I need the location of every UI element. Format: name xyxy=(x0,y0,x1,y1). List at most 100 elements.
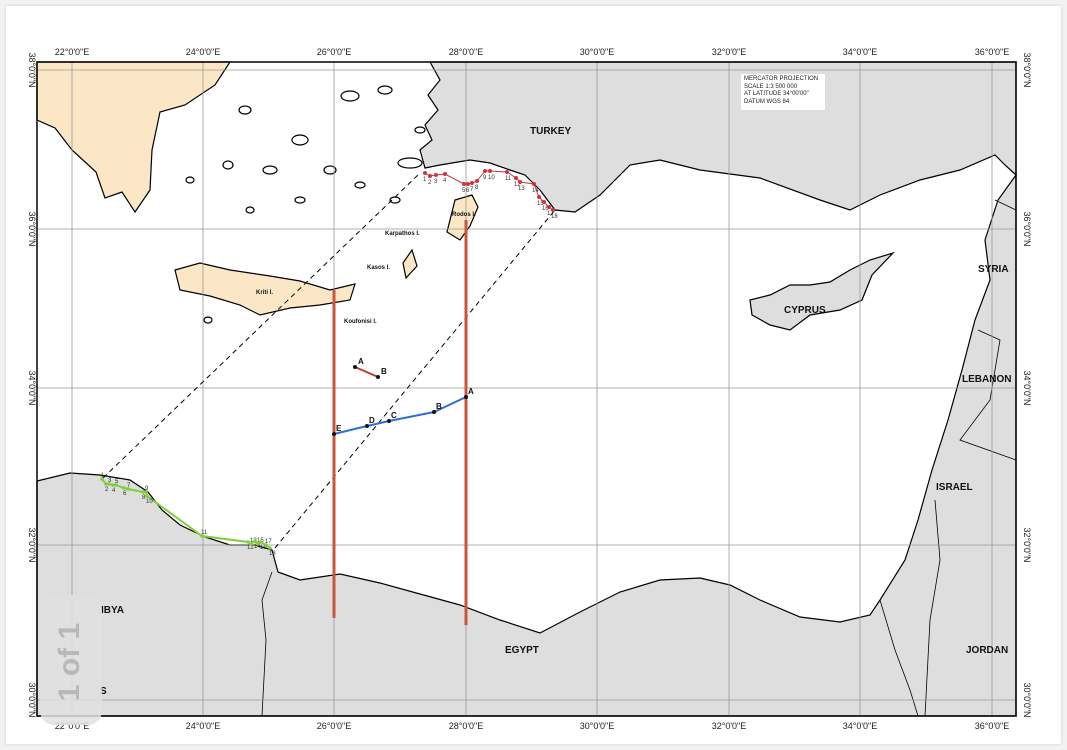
latitude-label-left: 38°0'0"N xyxy=(27,52,37,87)
libya-basepoint-label: 12 xyxy=(247,545,254,551)
turkey-basepoint-label: 9 xyxy=(483,175,487,181)
turkey-basepoint-label: 3 xyxy=(434,179,438,185)
turkey-basepoint xyxy=(475,179,479,183)
libya-basepoint xyxy=(256,542,260,546)
page-indicator: 1 of 1 xyxy=(40,595,102,725)
libya-basepoint xyxy=(104,482,108,486)
turkey-basepoint-label: 4 xyxy=(443,178,447,184)
latitude-label-left: 36°0'0"N xyxy=(27,211,37,246)
turkey-basepoint-label: 2 xyxy=(428,180,432,186)
turkey-basepoint xyxy=(434,173,438,177)
libya-basepoint xyxy=(200,534,204,538)
longitude-label-bottom: 36°0'0"E xyxy=(975,721,1010,731)
greece-mainland xyxy=(36,61,232,214)
libya-basepoint xyxy=(246,540,250,544)
turkey-basepoint xyxy=(443,172,447,176)
libya-basepoint-label: 7 xyxy=(127,483,131,489)
latitude-label-left: 30°0'0"N xyxy=(27,682,37,717)
turkey-basepoint xyxy=(551,208,555,212)
label-israel: ISRAEL xyxy=(936,482,973,493)
label-partial-s: S xyxy=(100,686,107,697)
border-libya-egypt xyxy=(261,571,273,717)
libya-basepoint-label: 17 xyxy=(265,539,272,545)
label-karpathos: Karpathos I. xyxy=(385,231,420,237)
label-rodos: Rodos I. xyxy=(452,212,476,218)
libya-basepoint-label: 14 xyxy=(254,544,261,550)
libya-basepoint xyxy=(100,477,104,481)
longitude-label-bottom: 24°0'0"E xyxy=(186,721,221,731)
graticule-labels: 22°0'0"E 22°0'0"E 24°0'0"E 24°0'0"E 26°0'0"E… xyxy=(27,47,1032,731)
border-israel-jordan xyxy=(924,499,941,717)
turkey-basepoint xyxy=(488,169,492,173)
turkey-basepoint xyxy=(518,180,522,184)
libya-basepoint xyxy=(259,540,263,544)
turkey-basepoint xyxy=(547,205,551,209)
latitude-label-right: 38°0'0"N xyxy=(1022,52,1032,87)
red-segment-vertex xyxy=(353,365,357,369)
label-syria: SYRIA xyxy=(978,264,1009,275)
turkey-basepoint xyxy=(462,182,466,186)
turkey-basepoint xyxy=(514,176,518,180)
blue-line-vertex xyxy=(365,424,369,428)
libya-basepoint-label: 6 xyxy=(123,491,127,497)
latitude-label-left: 32°0'0"N xyxy=(27,527,37,562)
longitude-label-top: 22°0'0"E xyxy=(55,47,90,57)
turkey-basepoint-label: 14 xyxy=(532,188,539,194)
dashed-line-east xyxy=(274,209,556,549)
libya-basepoint-label: 5 xyxy=(115,479,119,485)
longitude-label-bottom: 28°0'0"E xyxy=(449,721,484,731)
libya-basepoint xyxy=(107,482,111,486)
libya-basepoint-label: 18 xyxy=(269,551,276,557)
latitude-label-left: 34°0'0"N xyxy=(27,370,37,405)
turkey-basepoint xyxy=(537,195,541,199)
longitude-label-top: 24°0'0"E xyxy=(186,47,221,57)
latitude-label-right: 34°0'0"N xyxy=(1022,370,1032,405)
label-turkey: TURKEY xyxy=(530,126,571,137)
turkey-basepoint xyxy=(428,174,432,178)
turkey-basepoint xyxy=(532,182,536,186)
turkey-basepoint xyxy=(423,171,427,175)
label-cyprus: CYPRUS xyxy=(784,305,826,316)
turkey-basepoint-label: 13 xyxy=(518,186,525,192)
blue-line-vertex-label: C xyxy=(391,411,397,420)
land-south xyxy=(36,173,1017,717)
longitude-label-bottom: 22°0'0"E xyxy=(55,721,90,731)
red-segment-vertex xyxy=(376,375,380,379)
scale-text: SCALE 1:3 500 000 xyxy=(744,83,798,90)
libya-basepoint-label: 8 xyxy=(142,495,146,501)
map-frame xyxy=(36,61,1017,717)
latitude-text: AT LATITUDE 34°00'00" xyxy=(744,91,809,97)
dashed-line-west xyxy=(102,174,419,479)
border-turkey-syria xyxy=(994,199,1017,211)
libya-basepoint-label: 1 xyxy=(101,473,105,479)
libya-basepoint-label: 2 xyxy=(105,487,109,493)
turkey-basepoint xyxy=(505,170,509,174)
libya-basepoint xyxy=(145,494,149,498)
map-info-box: MERCATOR PROJECTION SCALE 1:3 500 000 AT… xyxy=(740,73,826,111)
turkey-basepoint xyxy=(466,182,470,186)
turkey-basepoint-label: 18 xyxy=(551,214,558,220)
turkey-basepoint-label: 1 xyxy=(423,177,427,183)
latitude-label-right: 36°0'0"N xyxy=(1022,211,1032,246)
cyprus-island xyxy=(749,251,896,331)
blue-line-vertex-label: E xyxy=(336,424,342,433)
turkey-basepoint-label: 17 xyxy=(547,211,554,217)
turkey-basepoint-label: 10 xyxy=(488,175,495,181)
label-egypt: EGYPT xyxy=(505,645,539,656)
libya-basepoint xyxy=(114,483,118,487)
label-libya: IBYA xyxy=(101,605,124,616)
turkey-basepoint-label: 7 xyxy=(470,187,474,193)
libya-basepoint xyxy=(264,543,268,547)
blue-line-vertex xyxy=(387,419,391,423)
latitude-label-right: 30°0'0"N xyxy=(1022,682,1032,717)
turkey-basepoint xyxy=(542,200,546,204)
turkey-basepoint xyxy=(483,169,487,173)
longitude-label-bottom: 26°0'0"E xyxy=(317,721,352,731)
red-segment-vertex-label: B xyxy=(381,367,387,376)
crete-island xyxy=(174,262,356,316)
projection-text: MERCATOR PROJECTION xyxy=(744,76,819,82)
longitude-label-top: 34°0'0"E xyxy=(843,47,878,57)
blue-line-vertex-label: D xyxy=(369,416,375,425)
libya-basepoint xyxy=(249,542,253,546)
